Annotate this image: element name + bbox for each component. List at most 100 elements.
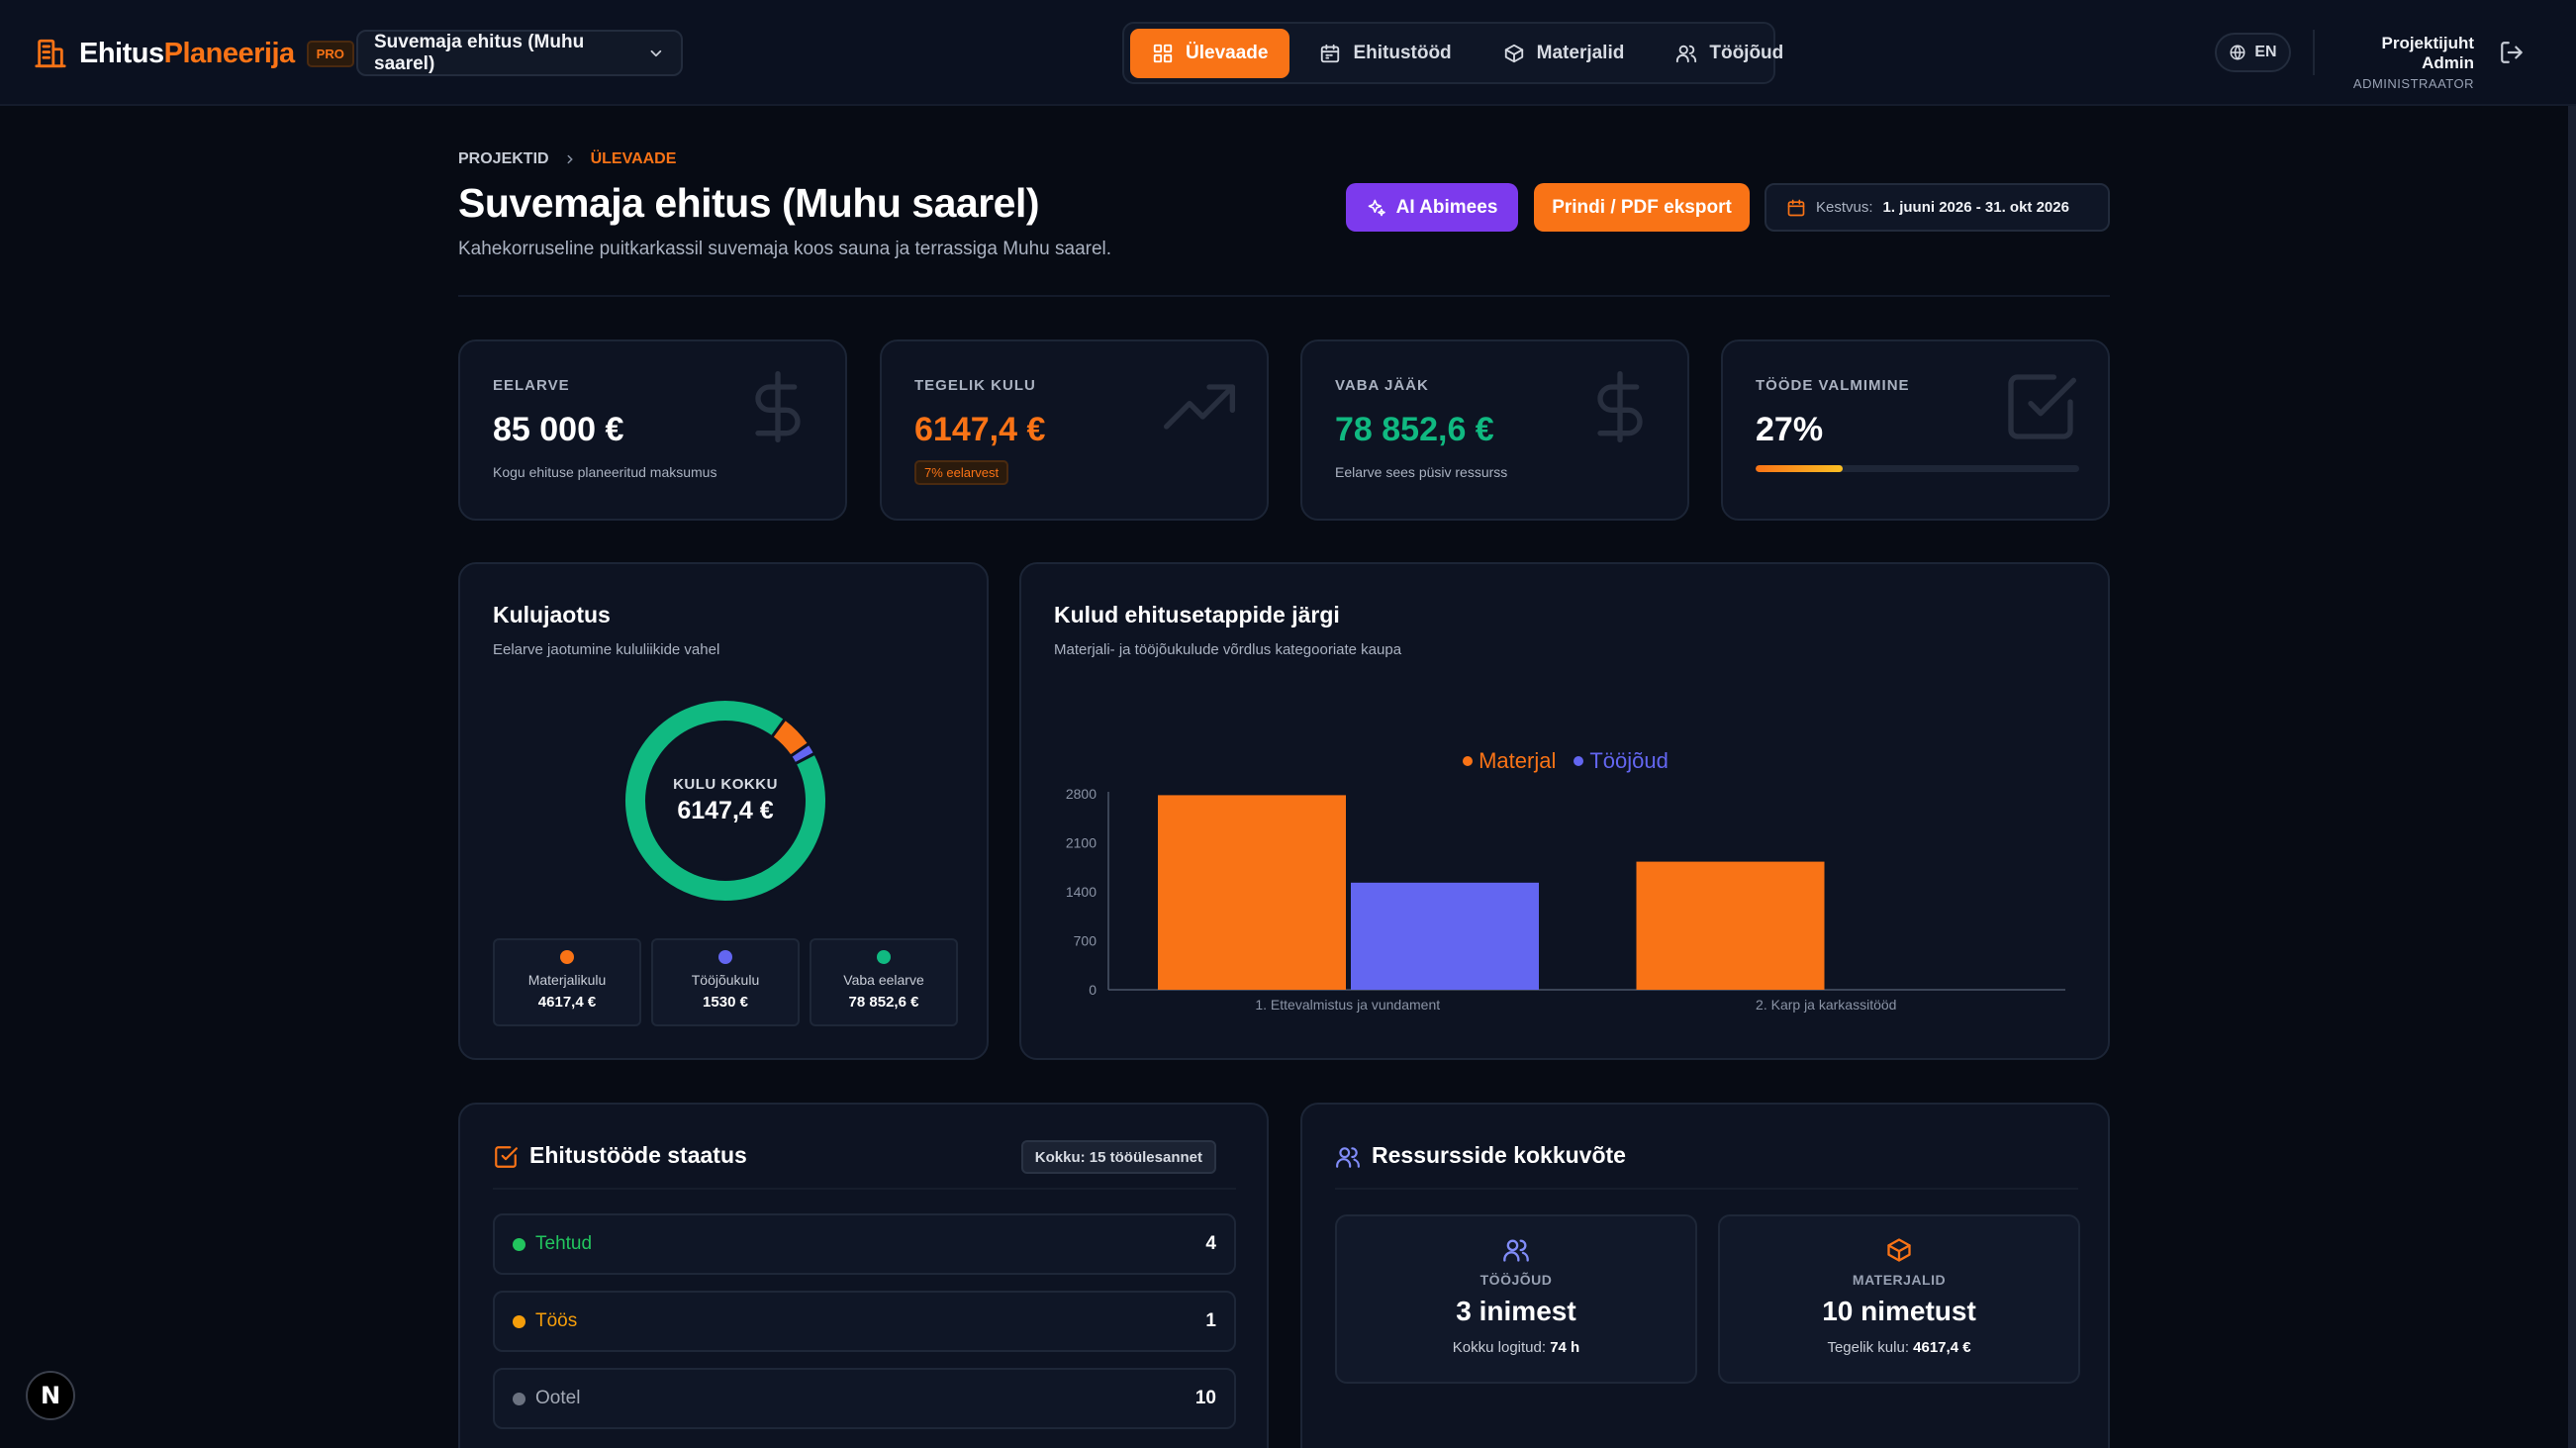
nav-tab-construction-label: Ehitustööd: [1353, 42, 1452, 63]
checkbox-icon: [495, 1146, 518, 1168]
stage-costs-title: Kulud ehitusetappide järgi: [1054, 602, 1340, 627]
nav-tab-materials-label: Materjalid: [1536, 42, 1625, 63]
breadcrumb-root[interactable]: PROJEKTID: [458, 150, 549, 167]
logout-icon[interactable]: [2499, 40, 2525, 65]
pro-badge: PRO: [306, 40, 354, 67]
stat-value: 85 000 €: [493, 411, 624, 448]
donut-slice: [623, 699, 827, 903]
status-row-done[interactable]: Tehtud 4: [493, 1213, 1236, 1275]
legend-name: Tööjõukulu: [691, 972, 760, 988]
status-count: 1: [1205, 1310, 1216, 1331]
work-status-title: Ehitustööde staatus: [529, 1142, 747, 1168]
resource-desc: Kokku logitud: 74 h: [1453, 1339, 1579, 1356]
status-dot: [513, 1392, 525, 1405]
cost-split-card: Kulujaotus Eelarve jaotumine kululiikide…: [458, 562, 989, 1060]
ai-assistant-button[interactable]: AI Abimees: [1346, 183, 1518, 232]
dev-tools-badge[interactable]: N: [26, 1371, 75, 1420]
duration-label: Kestvus:: [1816, 199, 1873, 216]
language-toggle[interactable]: EN: [2215, 33, 2291, 72]
cost-split-title: Kulujaotus: [493, 602, 611, 627]
bar-chart: 0 700 1400 2100 2800 1. Ettevalmistus ja vund…: [1066, 786, 2065, 1013]
nav-tab-labor-label: Tööjõud: [1709, 42, 1784, 63]
project-duration: Kestvus: 1. juuni 2026 - 31. okt 2026: [1765, 183, 2110, 232]
nav-tab-overview-label: Ülevaade: [1186, 42, 1269, 63]
y-tick-label: 2800: [1066, 786, 1097, 802]
legend-name: Vaba eelarve: [843, 972, 924, 988]
users-icon: [1503, 1239, 1529, 1262]
resource-value: 10 nimetust: [1822, 1296, 1976, 1326]
legend-label: Materjal: [1479, 748, 1557, 773]
legend-dot: [877, 950, 891, 964]
status-left: Tehtud: [513, 1233, 592, 1255]
main-nav: Ülevaade Ehitustööd Materjalid Tööjõud: [1122, 22, 1783, 84]
donut-center-label: KULU KOKKU: [673, 776, 778, 793]
nav-tab-materials[interactable]: Materjalid: [1481, 29, 1647, 78]
legend-materials[interactable]: Materjal: [1463, 748, 1556, 774]
resource-desc-label: Tegelik kulu:: [1827, 1339, 1909, 1356]
ai-assistant-label: AI Abimees: [1395, 196, 1498, 218]
brand-logo[interactable]: EhitusPlaneerija PRO: [34, 34, 354, 73]
budget-percent-badge: 7% eelarvest: [914, 460, 1009, 485]
stage-costs-subtitle: Materjali- ja tööjõukulude võrdlus kateg…: [1054, 641, 1402, 658]
sparkles-icon: [1368, 199, 1385, 216]
brand-name: EhitusPlaneerija: [79, 38, 295, 70]
calendar-icon: [1321, 44, 1340, 62]
cost-split-subtitle: Eelarve jaotumine kululiikide vahel: [493, 641, 720, 658]
bar-tööjõud: [1351, 882, 1539, 990]
pdf-export-button[interactable]: Prindi / PDF eksport: [1534, 183, 1750, 232]
resource-value: 3 inimest: [1456, 1296, 1576, 1326]
completion-progress-fill: [1756, 465, 1844, 472]
dashboard-grid-icon: [1153, 44, 1173, 62]
resource-desc: Tegelik kulu: 4617,4 €: [1827, 1339, 1970, 1356]
language-label: EN: [2254, 44, 2277, 60]
legend-labor[interactable]: Tööjõud: [1574, 748, 1669, 774]
page-title: Suvemaja ehitus (Muhu saarel): [458, 180, 1040, 226]
nav-tab-construction[interactable]: Ehitustööd: [1297, 29, 1473, 78]
resource-label: MATERJALID: [1852, 1272, 1947, 1288]
stat-value: 27%: [1756, 411, 1824, 448]
pdf-export-label: Prindi / PDF eksport: [1552, 196, 1732, 218]
page-scrollbar[interactable]: [2568, 106, 2576, 1448]
legend-materials: Materjalikulu 4617,4 €: [493, 938, 641, 1026]
status-row-in-progress[interactable]: Töös 1: [493, 1291, 1236, 1352]
legend-labor: Tööjõukulu 1530 €: [651, 938, 800, 1026]
users-icon: [1676, 45, 1697, 62]
breadcrumb: PROJEKTID ÜLEVAADE: [458, 150, 676, 168]
legend-dot: [1574, 756, 1584, 766]
status-count: 10: [1194, 1388, 1216, 1408]
header-divider: [2313, 30, 2315, 75]
stat-label: EELARVE: [493, 377, 570, 394]
users-icon: [1336, 1147, 1360, 1168]
status-row-waiting[interactable]: Ootel 10: [493, 1368, 1236, 1429]
stage-costs-card: Kulud ehitusetappide järgi Materjali- ja…: [1019, 562, 2110, 1060]
resource-materials: MATERJALID 10 nimetust Tegelik kulu: 461…: [1718, 1214, 2080, 1384]
project-selector[interactable]: Suvemaja ehitus (Muhu saarel): [356, 30, 683, 76]
resources-title: Ressursside kokkuvõte: [1372, 1142, 1626, 1168]
header-divider-line: [458, 295, 2110, 297]
x-tick-label: 2. Karp ja karkassitööd: [1756, 997, 1896, 1013]
nav-tab-labor[interactable]: Tööjõud: [1654, 29, 1805, 78]
status-label: Tehtud: [535, 1233, 593, 1254]
page-subtitle: Kahekorruseline puitkarkassil suvemaja k…: [458, 239, 1112, 259]
resource-desc-value: 4617,4 €: [1913, 1339, 1971, 1356]
nav-tab-overview[interactable]: Ülevaade: [1130, 28, 1290, 78]
duration-value: 1. juuni 2026 - 31. okt 2026: [1882, 199, 2069, 216]
resource-desc-label: Kokku logitud:: [1452, 1339, 1547, 1356]
stat-card-completion: TÖÖDE VALMIMINE 27%: [1721, 339, 2110, 521]
legend-value: 78 852,6 €: [848, 994, 919, 1011]
chevron-down-icon: [650, 49, 662, 56]
y-tick-label: 0: [1089, 982, 1097, 998]
calendar-icon: [1787, 199, 1805, 216]
donut-center-value: 6147,4 €: [677, 797, 774, 824]
legend-dot: [718, 950, 732, 964]
top-bar: EhitusPlaneerija PRO Suvemaja ehitus (Mu…: [0, 0, 2576, 106]
legend-free-budget: Vaba eelarve 78 852,6 €: [810, 938, 958, 1026]
stat-label: TEGELIK KULU: [914, 377, 1036, 394]
bar-materjal: [1636, 861, 1825, 990]
status-left: Ootel: [513, 1388, 580, 1409]
legend-value: 1530 €: [703, 994, 748, 1011]
bar-materjal: [1158, 795, 1346, 990]
status-dot: [513, 1314, 525, 1328]
y-tick-label: 1400: [1066, 884, 1097, 900]
status-dot: [513, 1237, 525, 1251]
